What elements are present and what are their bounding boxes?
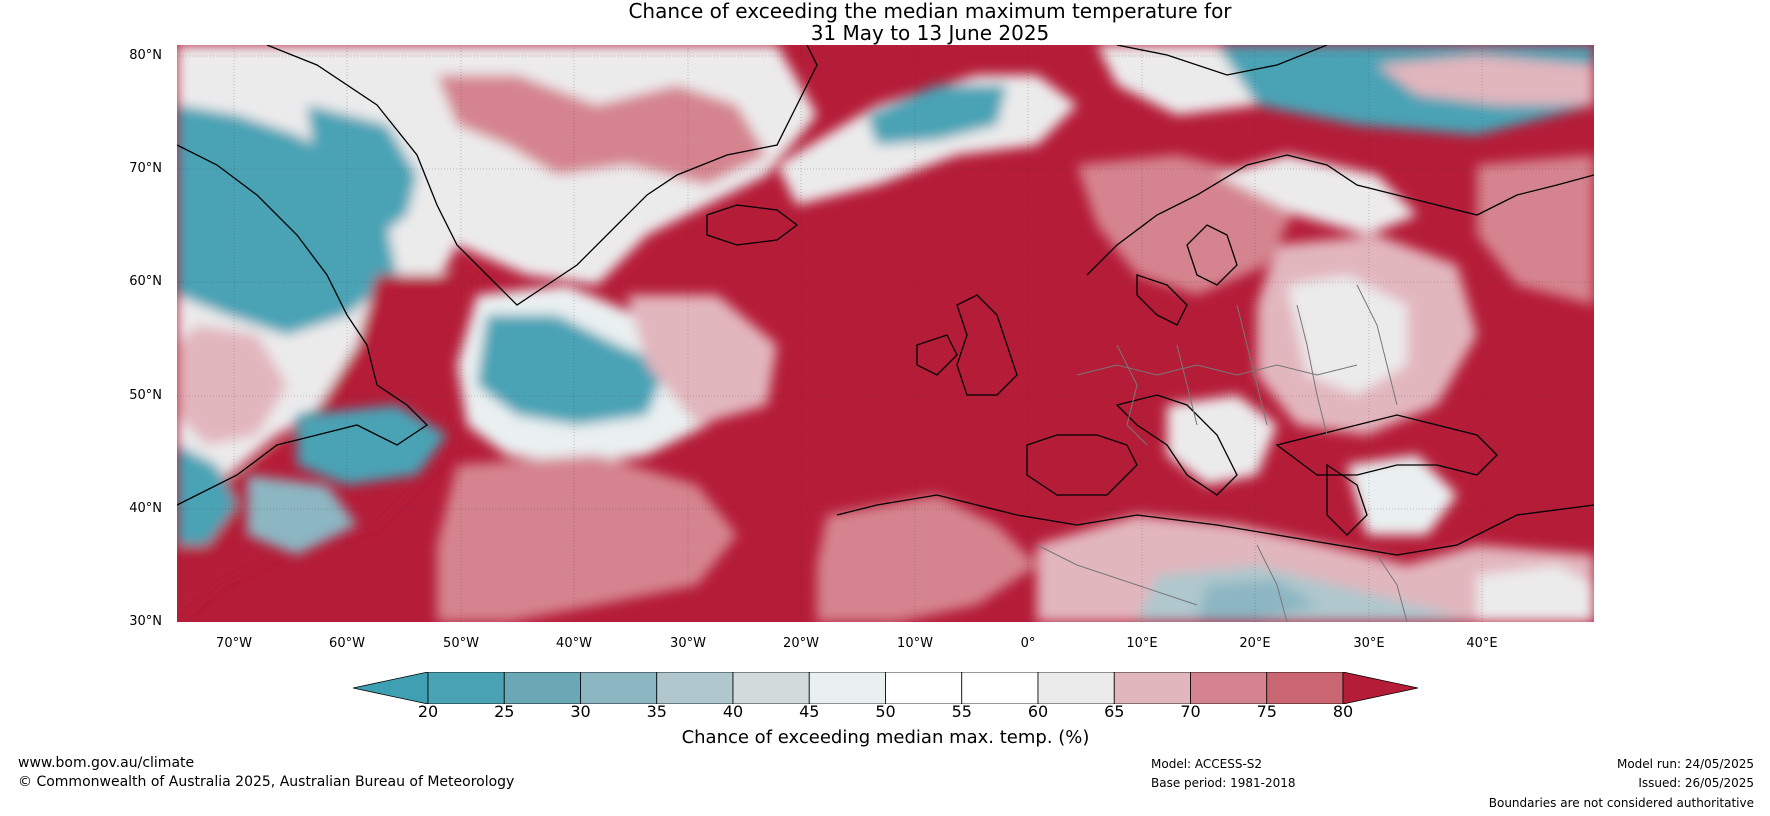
colorbar-segment	[1037, 672, 1115, 704]
lon-label-0: 0°	[1020, 636, 1036, 651]
eastern-europe-mixed-region	[1077, 155, 1594, 535]
map-title-line-2: 31 May to 13 June 2025	[810, 21, 1050, 45]
website-link[interactable]: www.bom.gov.au/climate	[18, 755, 195, 771]
lon-label-60w: 60°W	[329, 636, 365, 651]
colorbar-under-arrow	[353, 672, 429, 704]
colorbar-tick-label: 35	[646, 702, 667, 721]
lat-label-80n: 80°N	[129, 48, 162, 63]
colorbar-segment	[885, 672, 963, 704]
colorbar-tick-label: 60	[1027, 702, 1049, 721]
colorbar-segment	[656, 672, 734, 704]
lon-label-20w: 20°W	[783, 636, 819, 651]
colorbar-segment	[580, 672, 658, 704]
model-run-text: Model run: 24/05/2025	[1616, 757, 1754, 771]
lon-label-10e: 10°E	[1126, 636, 1158, 651]
north-africa-region	[817, 495, 1594, 622]
colorbar-segments	[427, 672, 1344, 704]
disclaimer-text: Boundaries are not considered authoritat…	[1488, 796, 1754, 810]
colorbar-tick-label: 80	[1332, 702, 1354, 721]
central-atlantic-cool-region	[247, 285, 777, 622]
issued-text: Issued: 26/05/2025	[1638, 776, 1754, 790]
colorbar-segment	[427, 672, 505, 704]
colorbar-tick-label: 75	[1256, 702, 1277, 721]
lat-label-30n: 30°N	[129, 614, 162, 629]
lon-label-40w: 40°W	[556, 636, 592, 651]
colorbar-over-arrow	[1342, 672, 1418, 704]
colorbar-tick-label: 30	[570, 702, 591, 721]
model-text: Model: ACCESS-S2	[1151, 757, 1263, 771]
colorbar-segment	[732, 672, 810, 704]
colorbar-segment	[808, 672, 886, 704]
colorbar-tick-label: 50	[875, 702, 896, 721]
map-title-line-1: Chance of exceeding the median maximum t…	[628, 0, 1232, 23]
colorbar-tick-label: 65	[1104, 702, 1125, 721]
lat-label-50n: 50°N	[129, 388, 162, 403]
lon-label-20e: 20°E	[1239, 636, 1271, 651]
colorbar-segment	[1113, 672, 1191, 704]
lat-label-60n: 60°N	[129, 274, 162, 289]
colorbar-tick-label: 45	[799, 702, 820, 721]
graticule	[177, 45, 1594, 622]
lat-label-40n: 40°N	[129, 501, 162, 516]
colorbar-segment	[961, 672, 1039, 704]
colorbar-segment	[1190, 672, 1268, 704]
colorbar-tick-label: 20	[417, 702, 439, 721]
lon-label-30e: 30°E	[1353, 636, 1385, 651]
colorbar-label: Chance of exceeding median max. temp. (%…	[681, 727, 1090, 748]
colorbar-tick-label: 55	[951, 702, 972, 721]
base-period-text: Base period: 1981-2018	[1151, 776, 1296, 790]
country-borders	[1036, 284, 1408, 622]
probability-map	[177, 45, 1594, 622]
arctic-cool-band	[777, 45, 1594, 205]
colorbar-tick-label: 70	[1180, 702, 1201, 721]
lat-label-70n: 70°N	[129, 161, 162, 176]
colorbar-segment	[1266, 672, 1344, 704]
copyright-text: © Commonwealth of Australia 2025, Austra…	[18, 774, 515, 790]
map-field	[177, 45, 1594, 622]
colorbar-tick-label: 25	[494, 702, 515, 721]
colorbar	[353, 672, 1418, 704]
lon-label-70w: 70°W	[216, 636, 252, 651]
lon-label-10w: 10°W	[897, 636, 933, 651]
lon-label-40e: 40°E	[1466, 636, 1498, 651]
colorbar-tick-label: 40	[722, 702, 744, 721]
coastlines	[177, 45, 1594, 556]
lon-label-50w: 50°W	[443, 636, 479, 651]
lon-label-30w: 30°W	[670, 636, 706, 651]
colorbar-segment	[503, 672, 581, 704]
